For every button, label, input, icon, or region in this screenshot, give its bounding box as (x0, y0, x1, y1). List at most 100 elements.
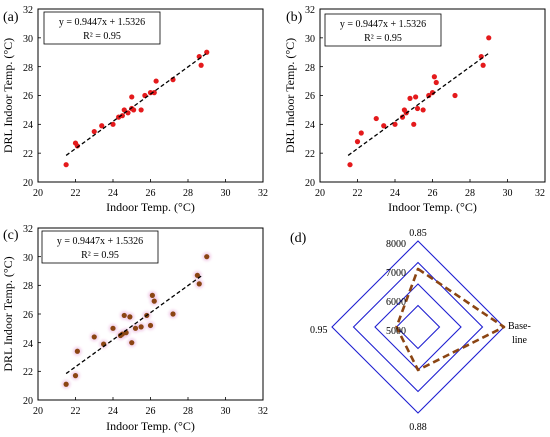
panel-c-ytick: 32 (23, 224, 33, 235)
panel-c-yticks: 20 22 24 26 28 30 32 (23, 224, 33, 407)
panel-a-xtick: 28 (183, 188, 193, 199)
panel-c-data-point (74, 348, 80, 354)
panel-c-data-point (147, 322, 154, 329)
panel-c-data-point (63, 381, 69, 387)
panel-b-ytick: 26 (305, 91, 315, 102)
panel-c-data-point (110, 325, 116, 331)
panel-b-data-point (381, 123, 387, 129)
panel-c-xtick: 28 (183, 406, 193, 417)
panel-a-r-squared: R² = 0.95 (83, 31, 121, 42)
panel-a-x-axis-label: Indoor Temp. (°C) (106, 200, 195, 214)
panel-b-data-point (414, 105, 421, 112)
radar-ring-label: 7000 (386, 268, 406, 279)
radar-ring-label: 6000 (386, 297, 406, 308)
panel-b-x-axis-label: Indoor Temp. (°C) (388, 200, 477, 214)
panel-a-data-point (198, 62, 204, 68)
panel-c-label: (c) (3, 228, 19, 243)
panel-a-ytick: 32 (23, 5, 33, 16)
panel-d-label: (d) (290, 231, 307, 246)
panel-c-data-point (194, 272, 200, 278)
panel-a-xticks: 20 22 24 26 28 30 32 (33, 188, 268, 199)
panel-b-data-point (486, 35, 492, 41)
panel-c-ytick: 30 (23, 253, 33, 264)
panel-b-data-point (480, 62, 486, 68)
panel-b-data-point (431, 74, 437, 80)
panel-c-data-point (121, 312, 127, 319)
panel-a-data-point (153, 78, 159, 84)
panel-b-data-point (420, 107, 426, 113)
panel-c-data-point (170, 311, 176, 317)
panel-b-xtick: 28 (465, 188, 475, 199)
panel-a-label: (a) (3, 10, 19, 25)
panel-a-data-point (74, 143, 80, 149)
panel-a-ytick: 28 (23, 63, 33, 74)
panel-b-trend-line (347, 52, 490, 156)
panel-c-xtick: 22 (71, 406, 81, 417)
panel-d-radar (331, 240, 506, 414)
panel-c-x-axis-label: Indoor Temp. (°C) (106, 419, 195, 433)
panel-b-yticks: 20 22 24 26 28 30 32 (305, 5, 315, 189)
panel-c-data-point (129, 340, 135, 346)
panel-c-xtick: 20 (33, 406, 43, 417)
panel-c-data-point (138, 324, 144, 330)
radar-axis-label-right-line2: line (512, 335, 528, 346)
panel-a-data-point (121, 107, 127, 113)
panel-a-ytick: 26 (23, 91, 33, 102)
panel-c-data-point (151, 298, 157, 304)
panel-c: (c) 20 22 24 26 28 30 32 20 22 24 26 28 … (1, 224, 268, 433)
panel-c-equation-box (41, 230, 159, 264)
panel-b-plot (319, 8, 546, 183)
panel-c-xtick: 24 (108, 406, 118, 417)
panel-a-equation: y = 0.9447x + 1.5326 (59, 17, 145, 28)
panel-b-ytick: 24 (305, 120, 315, 131)
panel-b-equation-box (324, 13, 442, 47)
panel-c-data-point (196, 281, 202, 287)
panel-a-ytick: 20 (23, 178, 33, 189)
panel-b-data-point (373, 115, 379, 122)
panel-c-ytick: 20 (23, 396, 33, 407)
panel-b-ytick: 30 (305, 34, 315, 45)
panel-a-xtick: 32 (258, 188, 268, 199)
panel-c-data-point (149, 292, 155, 298)
panel-a-xtick: 24 (108, 188, 118, 199)
panel-a-data-point (129, 94, 135, 100)
panel-c-ytick: 24 (23, 339, 33, 350)
panel-b-data-point (354, 139, 361, 145)
radar-axis-label-right-line1: Base- (508, 321, 531, 332)
panel-a-data-point (99, 123, 105, 129)
panel-a-data-point (91, 128, 97, 135)
panel-c-xtick: 26 (146, 406, 156, 417)
panel-a-ytick: 30 (23, 34, 33, 45)
panel-b-xtick: 24 (390, 188, 400, 199)
panel-c-data-point (204, 254, 210, 260)
radar-ring (395, 304, 441, 350)
panel-c-data-point (91, 334, 97, 340)
panel-b-xticks: 20 22 24 26 28 30 32 (315, 188, 545, 199)
panel-c-data-point (132, 325, 139, 331)
panel-a-y-axis-label: DRL Indoor Temp. (°C) (1, 38, 15, 153)
panel-a-xtick: 26 (146, 188, 156, 199)
panel-b-ytick: 28 (305, 63, 315, 74)
panel-a-data-point (125, 110, 131, 116)
panel-b-equation: y = 0.9447x + 1.5326 (340, 19, 426, 30)
radar-axis-label-bottom: 0.88 (409, 422, 427, 433)
panel-b-data-point (413, 94, 419, 100)
panel-b-ytick: 32 (305, 5, 315, 16)
radar-axis-label-top: 0.85 (409, 228, 427, 239)
panel-b-xtick: 20 (315, 188, 325, 199)
panel-d: (d) 0.85 Base- line 0.88 0.95 8000 7000 … (290, 228, 531, 433)
panel-b-data-point (411, 121, 417, 127)
panel-a-xtick: 22 (71, 188, 81, 199)
panel-a-data-point (151, 90, 157, 96)
panel-b-label: (b) (286, 10, 303, 25)
panel-a-data-point (131, 107, 137, 113)
panel-a-trend-line (65, 52, 208, 156)
panel-c-xticks: 20 22 24 26 28 30 32 (33, 406, 268, 417)
panel-b-data-point (426, 92, 432, 99)
panel-a-data-point (119, 113, 125, 119)
panel-b-data-point (433, 79, 439, 86)
radar-series-line (395, 267, 506, 372)
radar-axis-label-left: 0.95 (310, 325, 328, 336)
panel-c-data-point (127, 314, 133, 320)
